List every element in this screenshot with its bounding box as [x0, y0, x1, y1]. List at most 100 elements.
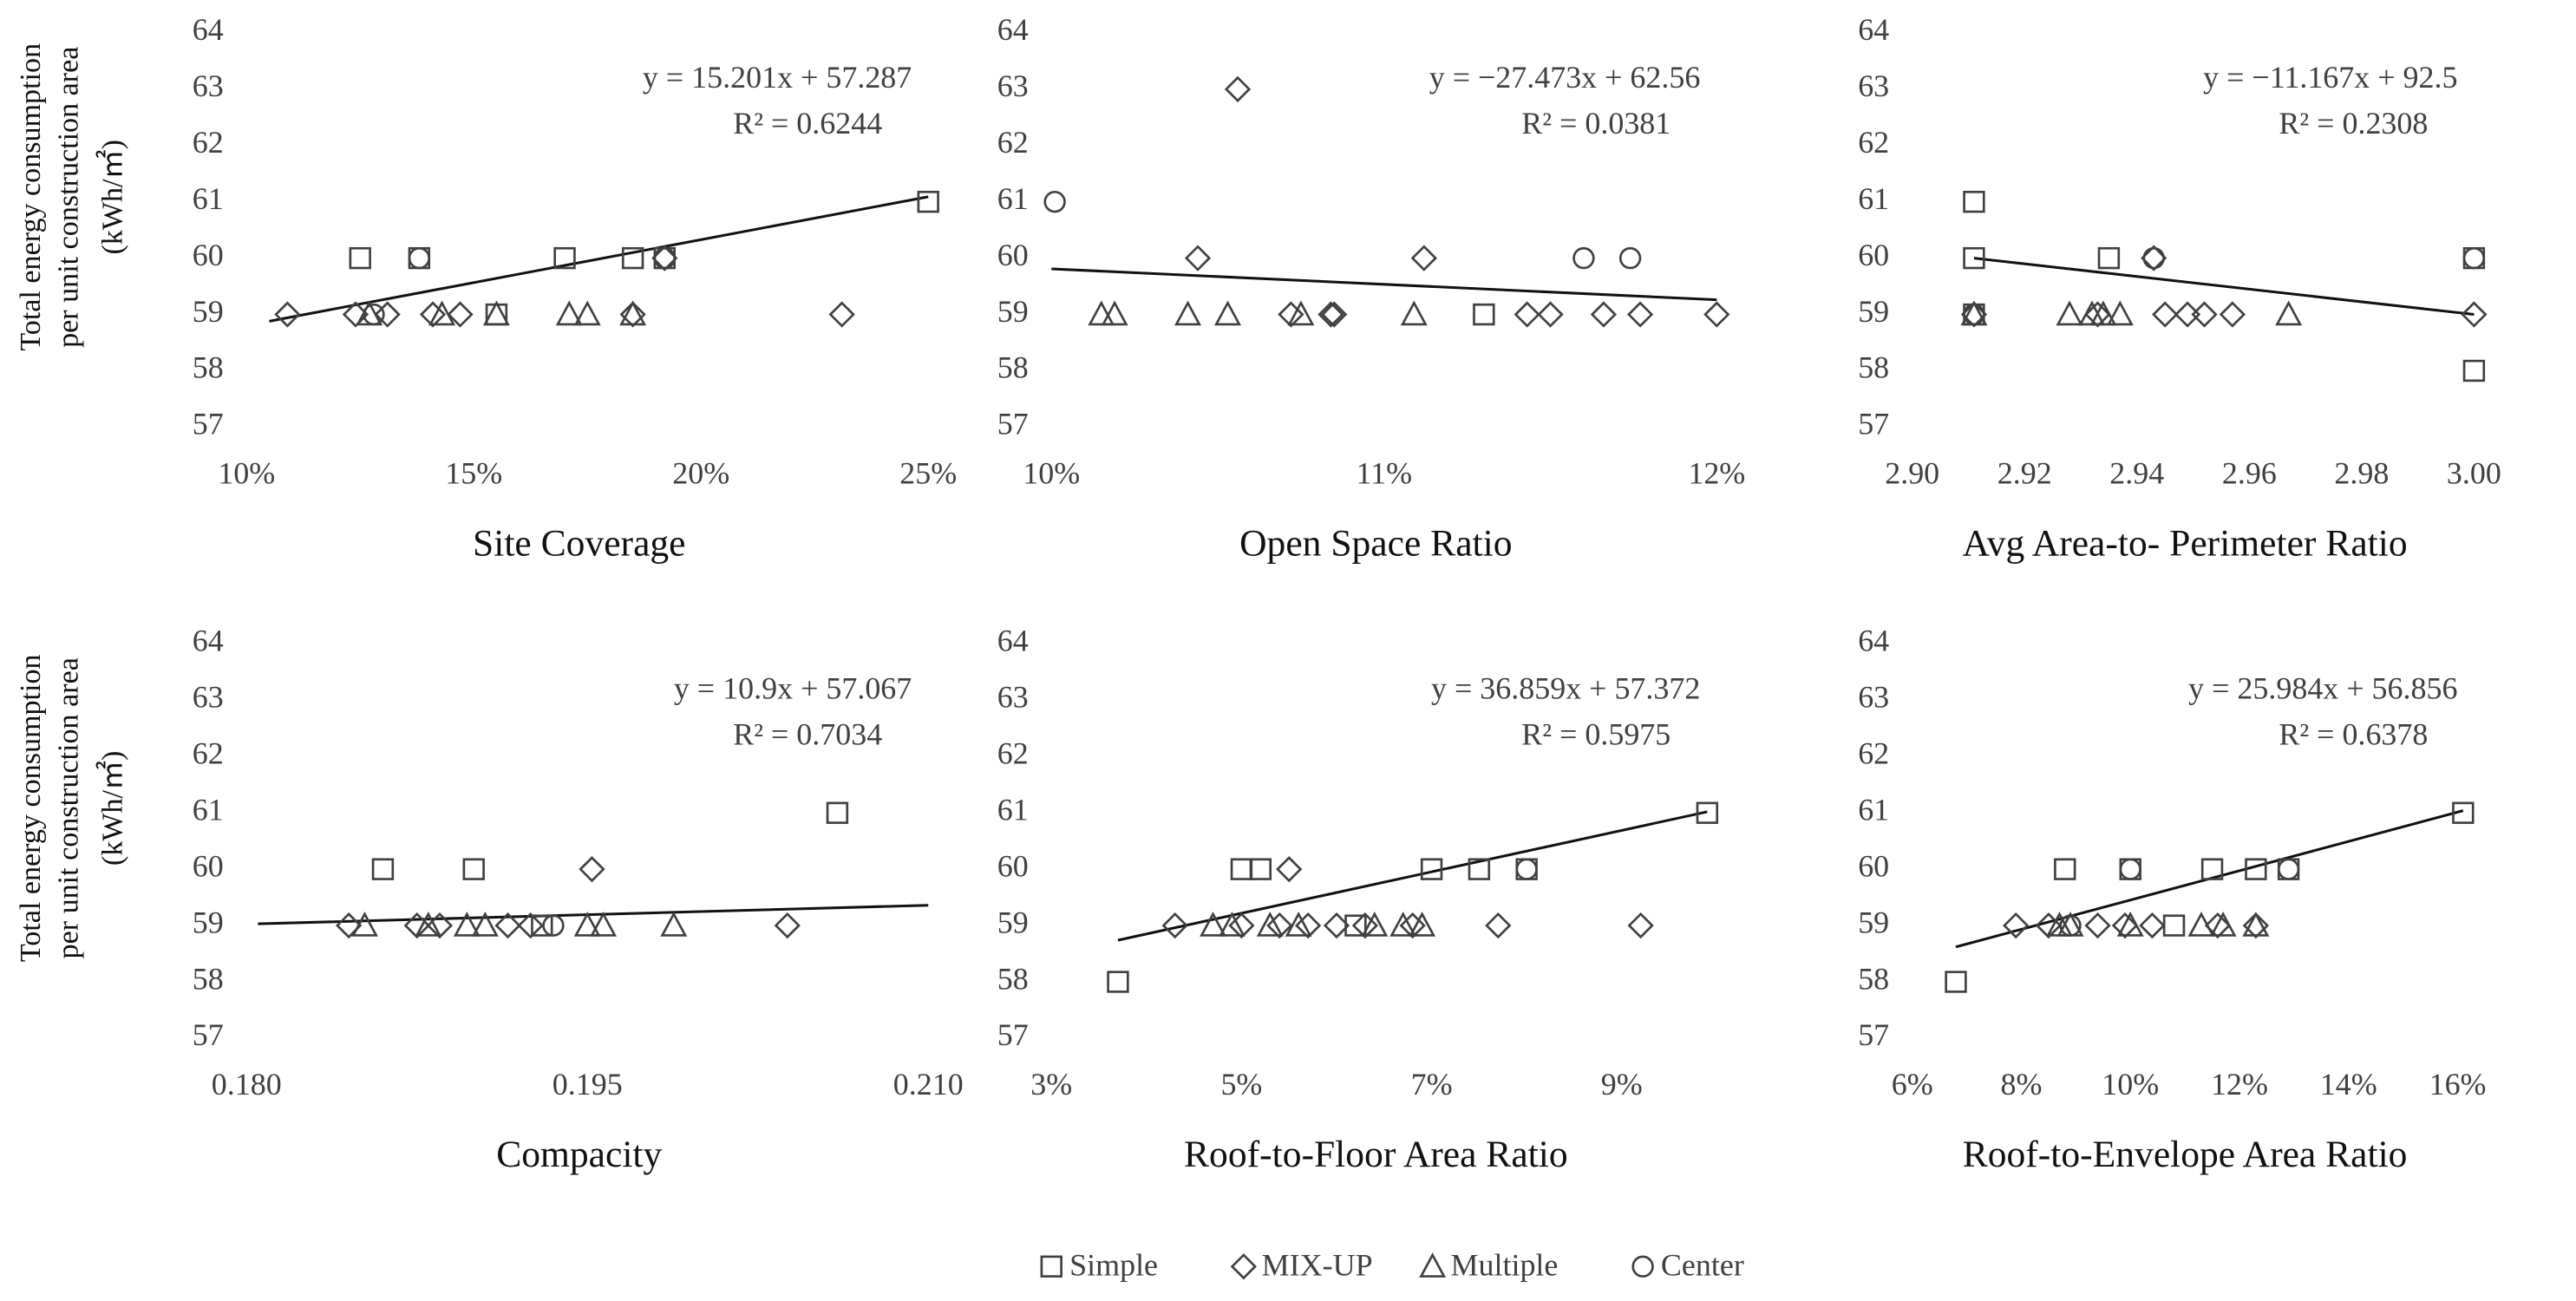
x-tick-label: 25%	[899, 455, 957, 490]
x-tick-label: 12%	[2211, 1067, 2268, 1102]
y-axis-label: per unit construction area	[52, 47, 84, 348]
point	[1963, 190, 1985, 213]
y-tick-label: 61	[997, 792, 1029, 827]
point	[274, 301, 301, 328]
point	[619, 301, 646, 328]
point	[653, 246, 677, 270]
point	[1214, 300, 1242, 326]
point	[1295, 912, 1322, 939]
y-tick-label: 62	[1858, 736, 1889, 771]
y-tick-label: 60	[1858, 238, 1889, 272]
point	[2089, 300, 2117, 326]
point	[1410, 245, 1437, 271]
point	[2054, 858, 2076, 880]
y-tick-label: 63	[997, 680, 1029, 715]
y-tick-label: 59	[997, 905, 1029, 939]
trendline	[1051, 267, 1717, 302]
r-squared: R² = 0.6378	[2279, 717, 2428, 752]
point	[1174, 300, 1201, 326]
point	[1184, 245, 1212, 271]
point	[619, 300, 647, 326]
point	[419, 301, 447, 328]
legend-label: Simple	[1069, 1247, 1158, 1282]
point	[1344, 914, 1367, 937]
legend-label: Multiple	[1451, 1247, 1559, 1282]
y-tick-label: 59	[997, 294, 1029, 329]
legend-marker	[1631, 1255, 1654, 1278]
trendline	[269, 195, 929, 323]
point	[1224, 75, 1252, 102]
point	[1627, 912, 1654, 939]
y-tick-label: 64	[1858, 12, 1889, 47]
point	[1249, 858, 1272, 880]
x-axis-label: Roof-to-Floor Area Ratio	[1184, 1134, 1568, 1175]
x-tick-label: 12%	[1688, 455, 1745, 490]
x-axis-label: Compacity	[496, 1134, 662, 1175]
y-tick-label: 62	[1858, 125, 1889, 160]
point	[2084, 912, 2111, 939]
y-axis-label: per unit construction area	[52, 657, 84, 958]
point	[1389, 912, 1417, 937]
y-tick-label: 57	[997, 1017, 1029, 1052]
y-tick-label: 58	[997, 961, 1029, 996]
x-tick-label: 10%	[1023, 455, 1080, 490]
point	[2461, 301, 2488, 328]
trendline	[258, 904, 929, 925]
y-tick-label: 62	[193, 125, 224, 160]
legend-label: MIX-UP	[1262, 1247, 1373, 1282]
point	[342, 301, 369, 328]
point	[1285, 912, 1312, 937]
point	[917, 190, 939, 213]
point	[553, 246, 576, 270]
point	[1351, 912, 1379, 939]
point	[1278, 301, 1304, 328]
point	[1485, 912, 1512, 939]
point	[1409, 912, 1436, 937]
y-tick-label: 58	[1858, 961, 1889, 996]
y-axis-label: Total energy consumption	[15, 654, 47, 962]
point	[1945, 971, 1967, 993]
x-tick-label: 7%	[1411, 1067, 1453, 1102]
point	[1618, 246, 1642, 270]
y-tick-label: 58	[1858, 350, 1889, 385]
point	[826, 801, 849, 824]
r-squared: R² = 0.2308	[2279, 106, 2428, 141]
point	[1323, 912, 1350, 939]
trend-equation: y = 25.984x + 56.856	[2188, 671, 2457, 706]
x-tick-label: 2.92	[1997, 455, 2052, 490]
point	[1696, 801, 1719, 824]
y-tick-label: 61	[1858, 792, 1889, 827]
point	[1420, 858, 1443, 880]
legend-marker	[1230, 1253, 1257, 1280]
y-tick-label: 60	[997, 848, 1029, 883]
point	[351, 912, 378, 937]
y-tick-label: 59	[1858, 905, 1889, 939]
y-tick-label: 63	[193, 680, 224, 715]
point	[462, 858, 485, 880]
point	[371, 858, 395, 880]
point	[494, 912, 521, 939]
r-squared: R² = 0.0381	[1521, 106, 1670, 141]
point	[2275, 300, 2303, 326]
x-axis-label: Avg Area-to- Perimeter Ratio	[1963, 523, 2408, 565]
trendline	[1973, 257, 2475, 317]
point	[1266, 912, 1293, 939]
point	[1107, 971, 1129, 993]
trend-equation: y = −11.167x + 92.5	[2203, 60, 2457, 95]
point	[2142, 246, 2165, 270]
point	[1514, 301, 1540, 328]
legend-label: Center	[1661, 1247, 1744, 1282]
point	[2162, 914, 2186, 937]
point	[1321, 301, 1348, 328]
y-tick-label: 60	[193, 238, 224, 272]
point	[2059, 914, 2082, 937]
point	[1230, 858, 1253, 880]
y-axis-label: (kWh/㎡)	[96, 140, 129, 255]
y-tick-label: 57	[193, 407, 224, 441]
x-tick-label: 11%	[1356, 455, 1412, 490]
point	[1218, 912, 1246, 937]
x-tick-label: 0.210	[893, 1067, 964, 1102]
x-tick-label: 2.96	[2222, 455, 2277, 490]
r-squared: R² = 0.6244	[733, 106, 882, 141]
